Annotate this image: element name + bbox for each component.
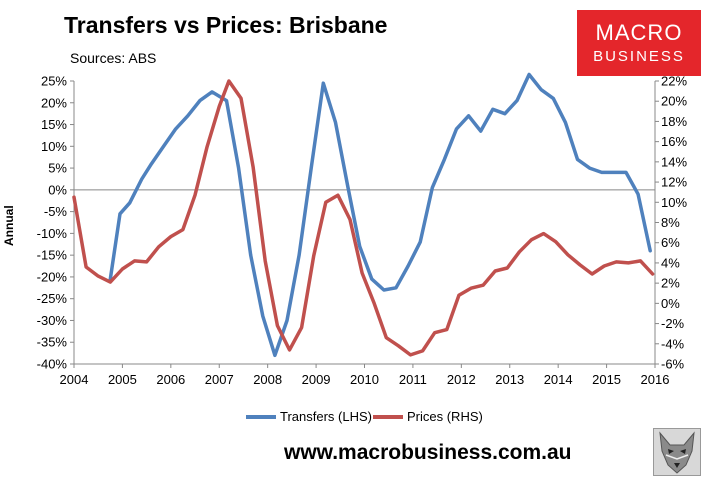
left-tick-label: -30%: [37, 313, 68, 328]
left-tick-label: -5%: [44, 204, 68, 219]
chart-area: -40% -35% -30% -25% -20% -15% -10% -5% 0% 5% 10% 15…: [37, 72, 687, 424]
left-tick-label: -10%: [37, 226, 68, 241]
left-tick-label: 25%: [41, 74, 67, 89]
macrobusiness-logo: MACRO BUSINESS: [577, 10, 701, 76]
right-tick-label: 16%: [661, 134, 687, 149]
right-tick-label: 14%: [661, 154, 687, 169]
x-tick-label: 2012: [447, 372, 476, 387]
x-tick-label: 2008: [253, 372, 282, 387]
left-tick-label: -25%: [37, 291, 68, 306]
wolf-logo-icon: [653, 428, 701, 476]
left-tick-label: -20%: [37, 269, 68, 284]
left-tick-label: 0%: [48, 182, 67, 197]
x-tick-label: 2013: [495, 372, 524, 387]
x-tick-label: 2009: [302, 372, 331, 387]
left-tick-label: 20%: [41, 95, 67, 110]
x-tick-label: 2004: [60, 372, 89, 387]
left-tick-label: -15%: [37, 248, 68, 263]
series-line-transfers: [108, 72, 652, 358]
chart-subtitle: Sources: ABS: [70, 50, 157, 66]
right-tick-label: 22%: [661, 74, 687, 89]
right-tick-label: -6%: [661, 357, 685, 372]
legend-label: Transfers (LHS): [280, 409, 372, 424]
x-tick-label: 2015: [592, 372, 621, 387]
right-tick-label: -4%: [661, 336, 685, 351]
logo-line-1: MACRO: [595, 20, 683, 45]
left-tick-label: 10%: [41, 139, 67, 154]
right-tick-label: 12%: [661, 175, 687, 190]
right-tick-label: 20%: [661, 94, 687, 109]
chart-title: Transfers vs Prices: Brisbane: [64, 12, 388, 38]
left-tick-label: -40%: [37, 357, 68, 372]
right-tick-label: 18%: [661, 114, 687, 129]
right-tick-label: 2%: [661, 276, 680, 291]
x-tick-label: 2007: [205, 372, 234, 387]
right-tick-label: 10%: [661, 195, 687, 210]
x-tick-label: 2005: [108, 372, 137, 387]
right-tick-label: 0%: [661, 296, 680, 311]
left-tick-label: -35%: [37, 335, 68, 350]
x-tick-label: 2011: [399, 372, 427, 387]
right-tick-label: -2%: [661, 316, 685, 331]
series-line-prices: [72, 79, 655, 357]
x-tick-label: 2016: [641, 372, 670, 387]
logo-line-2: BUSINESS: [593, 48, 685, 65]
x-tick-label: 2006: [156, 372, 185, 387]
left-tick-label: 5%: [48, 161, 67, 176]
left-tick-label: 15%: [41, 117, 67, 132]
right-tick-label: 4%: [661, 255, 680, 270]
footer-url: www.macrobusiness.com.au: [284, 441, 572, 464]
right-tick-label: 6%: [661, 235, 680, 250]
legend-label: Prices (RHS): [407, 409, 483, 424]
x-tick-label: 2014: [544, 372, 573, 387]
x-tick-label: 2010: [350, 372, 379, 387]
right-tick-label: 8%: [661, 215, 680, 230]
